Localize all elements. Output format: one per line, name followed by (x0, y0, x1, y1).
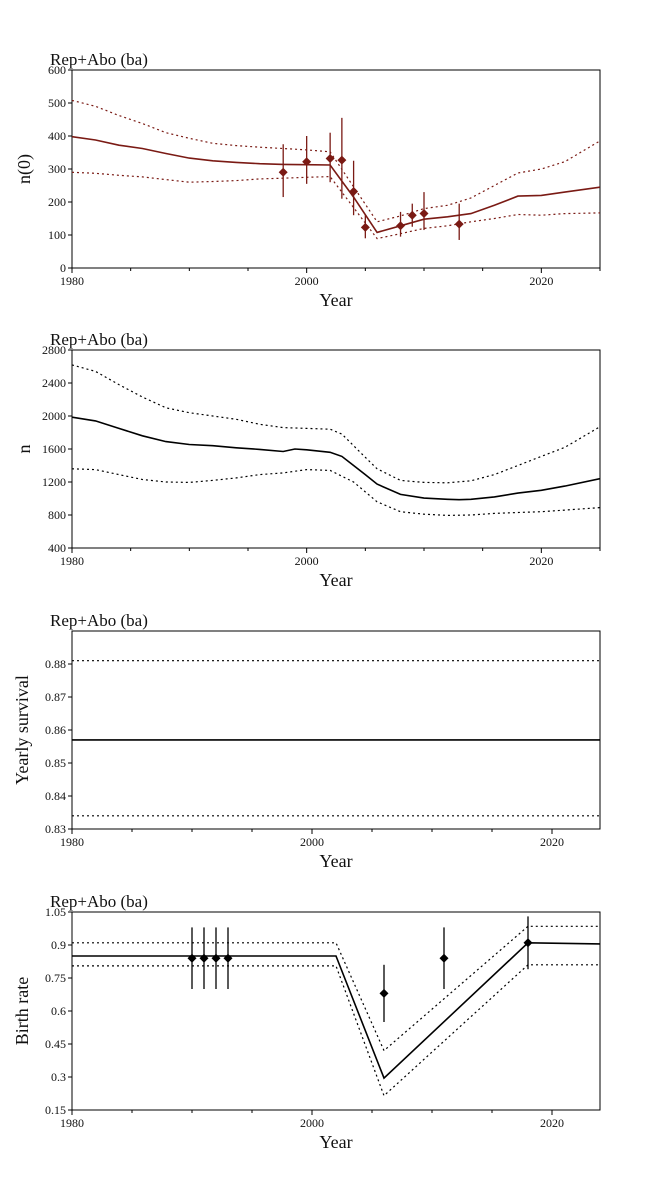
data-point-marker (379, 988, 389, 998)
y-tick-label: 0.75 (45, 971, 66, 985)
y-tick-label: 0.3 (51, 1070, 66, 1084)
y-axis-label: n (14, 445, 34, 454)
panel-title: Rep+Abo (ba) (50, 611, 148, 630)
data-point-marker (187, 953, 197, 963)
data-point-marker (407, 210, 417, 220)
panel-title: Rep+Abo (ba) (50, 330, 148, 349)
y-tick-label: 1600 (42, 442, 66, 456)
y-tick-label: 400 (48, 541, 66, 555)
data-point-marker (396, 221, 406, 231)
y-tick-label: 300 (48, 162, 66, 176)
y-axis-label: n(0) (14, 154, 35, 184)
y-tick-label: 0.15 (45, 1103, 66, 1117)
x-tick-label: 2000 (295, 274, 319, 288)
y-tick-label: 400 (48, 129, 66, 143)
estimate-line (72, 135, 600, 234)
chart-panel-2: Rep+Abo (ba) 400 800 1200 1600 2000 2400 2800 19… (14, 330, 601, 590)
confidence-band-line (72, 364, 600, 484)
x-tick-label: 1980 (60, 274, 84, 288)
estimate-line (72, 941, 600, 1080)
data-point-marker (419, 209, 429, 219)
x-axis-label: Year (319, 570, 352, 590)
data-point-marker (223, 953, 233, 963)
y-tick-label: 1.05 (45, 905, 66, 919)
y-tick-label: 2400 (42, 376, 66, 390)
estimate-line (72, 416, 600, 501)
y-tick-label: 2000 (42, 409, 66, 423)
data-point-marker (337, 155, 347, 165)
data-point-marker (325, 153, 335, 163)
data-point-marker (278, 167, 288, 177)
data-point-marker (523, 938, 533, 948)
x-tick-label: 1980 (60, 835, 84, 849)
x-axis-label: Year (319, 851, 352, 871)
data-point-marker (439, 953, 449, 963)
panel-title: Rep+Abo (ba) (50, 50, 148, 69)
confidence-band-line (72, 171, 600, 240)
y-tick-label: 600 (48, 63, 66, 77)
x-tick-label: 2020 (540, 835, 564, 849)
y-tick-label: 0.88 (45, 657, 66, 671)
data-point-marker (211, 953, 221, 963)
panel-title: Rep+Abo (ba) (50, 892, 148, 911)
y-tick-label: 0.87 (45, 690, 66, 704)
x-axis-label: Year (319, 290, 352, 310)
y-axis-label: Yearly survival (12, 675, 32, 785)
data-point-marker (360, 222, 370, 232)
confidence-band-line (72, 925, 600, 1052)
confidence-band-line (72, 964, 600, 1097)
y-tick-label: 1200 (42, 475, 66, 489)
y-tick-label: 500 (48, 96, 66, 110)
data-point-marker (302, 157, 312, 167)
x-tick-label: 2000 (295, 554, 319, 568)
confidence-band-line (72, 99, 600, 223)
plot-frame (71, 630, 601, 830)
y-tick-label: 0.9 (51, 938, 66, 952)
y-tick-label: 0.83 (45, 822, 66, 836)
x-tick-label: 2020 (529, 274, 553, 288)
y-tick-label: 0.84 (45, 789, 66, 803)
y-tick-label: 0.86 (45, 723, 66, 737)
plot-frame (71, 911, 601, 1111)
data-point-marker (199, 953, 209, 963)
confidence-band-line (72, 468, 600, 517)
x-tick-label: 1980 (60, 554, 84, 568)
x-tick-label: 2020 (529, 554, 553, 568)
y-tick-label: 2800 (42, 343, 66, 357)
y-tick-label: 200 (48, 195, 66, 209)
chart-panel-1: Rep+Abo (ba) 0 100 200 300 400 500 600 1980 2000 2… (14, 50, 601, 310)
data-point-marker (349, 186, 359, 196)
data-point-marker (454, 219, 464, 229)
y-tick-label: 0.85 (45, 756, 66, 770)
y-tick-label: 0.6 (51, 1004, 66, 1018)
x-axis-label: Year (319, 1132, 352, 1152)
y-axis-label: Birth rate (12, 977, 32, 1045)
y-tick-label: 100 (48, 228, 66, 242)
chart-panel-3: Rep+Abo (ba) 0.83 0.84 0.85 0.86 0.87 0.88 1980… (12, 611, 601, 871)
plot-frame (71, 349, 601, 549)
x-tick-label: 1980 (60, 1116, 84, 1130)
y-tick-label: 0.45 (45, 1037, 66, 1051)
y-tick-label: 0 (60, 261, 66, 275)
y-tick-label: 800 (48, 508, 66, 522)
x-tick-label: 2000 (300, 1116, 324, 1130)
x-tick-label: 2000 (300, 835, 324, 849)
x-tick-label: 2020 (540, 1116, 564, 1130)
chart-panel-4: Rep+Abo (ba) 0.15 0.3 0.45 0.6 0.75 0.9 1.05 198… (12, 892, 601, 1152)
plot-frame (71, 69, 601, 269)
